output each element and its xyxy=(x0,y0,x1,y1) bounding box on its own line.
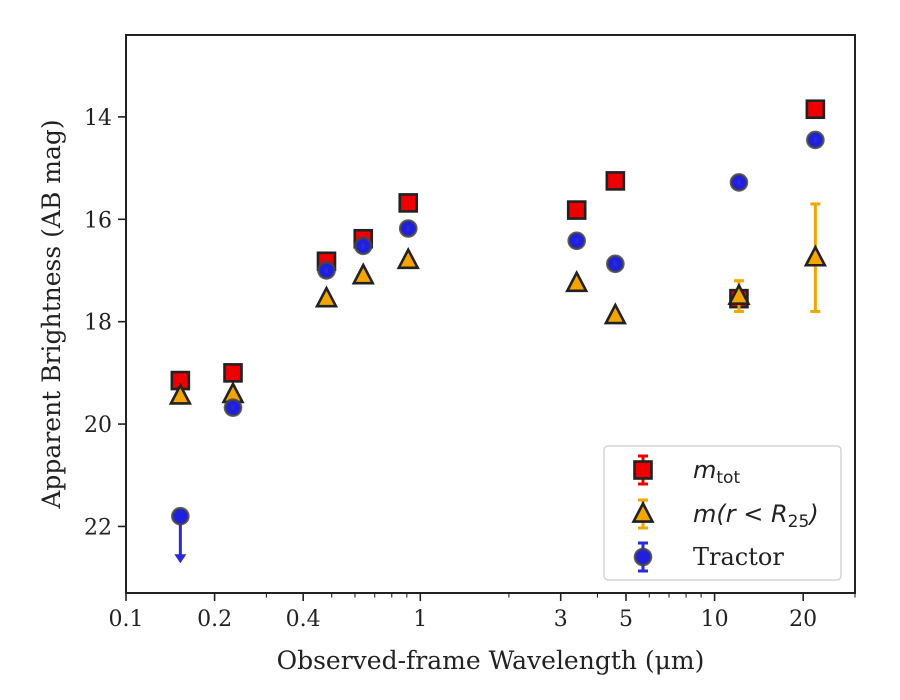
x-tick-label: 10 xyxy=(701,607,729,632)
legend-label-tail: ) xyxy=(807,500,818,528)
m_r25-point xyxy=(314,285,339,308)
y-axis-title: Apparent Brightness (AB mag) xyxy=(37,119,66,509)
m_r25-point xyxy=(396,246,420,270)
x-tick-label: 0.2 xyxy=(197,607,232,632)
legend-item-m_tot: mtot xyxy=(633,454,740,488)
m_tot-point xyxy=(223,363,243,383)
x-axis-title: Observed-frame Wavelength (μm) xyxy=(277,646,705,675)
m_tot-point xyxy=(805,99,826,120)
y-tick-label: 22 xyxy=(84,515,112,540)
x-tick-label: 5 xyxy=(619,607,633,632)
legend-label-middle: (r < R xyxy=(716,500,787,528)
m_r25-point xyxy=(351,262,375,285)
legend-label-base: m xyxy=(693,500,716,528)
m_r25-point xyxy=(803,244,827,267)
legend-marker xyxy=(631,500,655,523)
legend-label-subscript: 25 xyxy=(788,512,810,532)
m_r25-point xyxy=(565,269,589,293)
legend-label-subscript: tot xyxy=(716,468,740,488)
legend-label: mtot xyxy=(693,456,740,488)
y-tick-label: 20 xyxy=(84,413,112,438)
m_tot-point xyxy=(605,171,626,191)
legend-label-base: m xyxy=(693,456,716,484)
m_r25-point xyxy=(603,302,627,325)
legend-label: Tractor xyxy=(693,543,784,571)
y-tick-label: 14 xyxy=(84,106,112,131)
tractor-point xyxy=(171,506,190,526)
legend-label: m(r < R25) xyxy=(693,500,819,532)
legend-item-tractor: Tractor xyxy=(633,541,784,573)
tractor-upper-limit-arrowhead xyxy=(174,554,187,564)
x-tick-label: 3 xyxy=(554,607,568,632)
x-tick-label: 1 xyxy=(413,607,427,632)
legend-item-m_r25: m(r < R25) xyxy=(631,498,819,532)
legend-marker xyxy=(633,460,653,480)
m_r25-point xyxy=(168,382,192,405)
x-tick-label: 0.4 xyxy=(286,607,321,632)
x-tick-label: 20 xyxy=(789,607,817,632)
m_r25-point xyxy=(727,282,751,305)
y-tick-label: 18 xyxy=(84,311,112,336)
y-tick-label: 16 xyxy=(84,208,112,233)
legend-box xyxy=(603,445,842,581)
legend-marker xyxy=(633,547,653,567)
m_tot-point xyxy=(566,200,587,220)
m_tot-point xyxy=(398,193,419,213)
x-tick-label: 0.1 xyxy=(109,607,144,632)
plot-frame xyxy=(125,34,856,594)
